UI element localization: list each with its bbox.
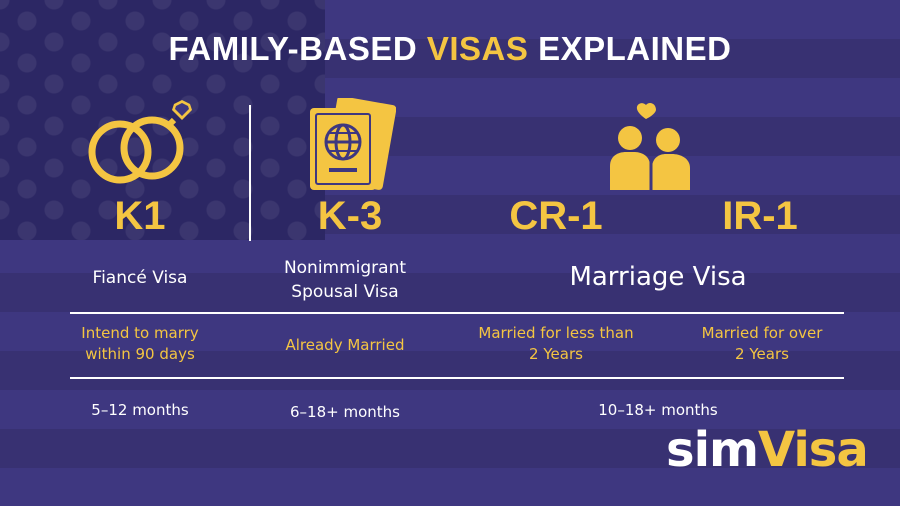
ir1-requirement-line1: Married for over — [701, 324, 823, 342]
k1-name: Fiancé Visa — [92, 268, 188, 288]
logo-part-sim: sim — [666, 422, 759, 478]
passport-icon — [310, 98, 396, 190]
simvisa-logo: simVisa — [666, 422, 869, 478]
rings-icon — [88, 100, 192, 184]
title-suffix: EXPLAINED — [528, 30, 732, 67]
k3-requirement: Already Married — [285, 336, 405, 354]
k1-requirement-line1: Intend to marry — [81, 324, 199, 342]
k3-timeline: 6–18+ months — [290, 403, 400, 421]
ir1-requirement-line2: 2 Years — [735, 345, 789, 363]
page-title: FAMILY-BASED VISAS EXPLAINED — [0, 30, 900, 68]
marriage-visa-name: Marriage Visa — [569, 262, 747, 292]
k3-name: Nonimmigrant Spousal Visa — [255, 256, 435, 304]
k3-name-line1: Nonimmigrant — [283, 258, 407, 278]
k1-timeline: 5–12 months — [91, 401, 189, 419]
k1-code: K1 — [114, 194, 166, 238]
k3-code: K-3 — [317, 194, 383, 238]
couple-icon — [610, 102, 690, 190]
title-highlight: VISAS — [426, 30, 529, 67]
cr1-requirement: Married for less than 2 Years — [456, 323, 656, 365]
divider-line-bottom — [70, 377, 844, 379]
cr1-requirement-line2: 2 Years — [529, 345, 583, 363]
k3-name-line2: Spousal Visa — [291, 282, 399, 302]
cr1-requirement-line1: Married for less than — [478, 324, 634, 342]
vertical-divider — [249, 105, 251, 241]
divider-line-top — [70, 312, 844, 314]
ir1-code: IR-1 — [722, 194, 798, 238]
k1-requirement-line2: within 90 days — [85, 345, 195, 363]
title-prefix: FAMILY-BASED — [168, 30, 427, 67]
cr1-code: CR-1 — [509, 194, 603, 238]
marriage-timeline: 10–18+ months — [598, 401, 718, 419]
k1-requirement: Intend to marry within 90 days — [60, 323, 220, 365]
ir1-requirement: Married for over 2 Years — [670, 323, 854, 365]
logo-part-visa: Visa — [758, 422, 869, 478]
